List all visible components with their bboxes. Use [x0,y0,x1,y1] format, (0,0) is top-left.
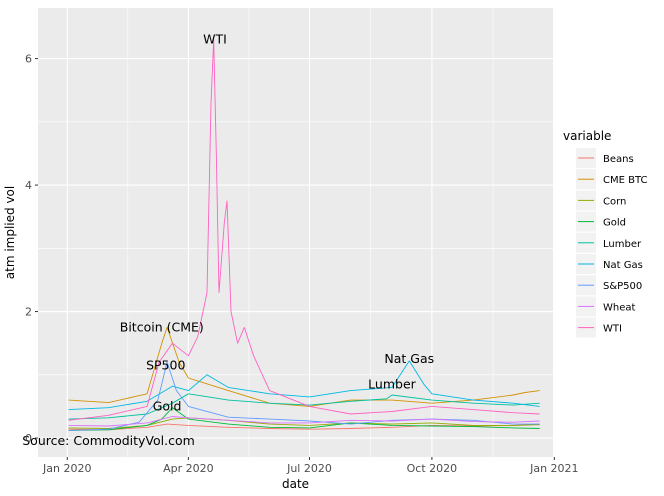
y-tick-label: 2 [25,306,32,319]
annotation-label: Gold [153,398,182,413]
series-line-corn [68,417,540,429]
legend: variable Beans CME BTC Corn Gold Lumber Nat G… [563,129,647,338]
legend-label: Beans [603,154,634,165]
series-line-gold [68,407,540,431]
x-tick-label: Apr 2020 [163,462,214,475]
x-tick-label: Jan 2021 [529,462,578,475]
annotation-label: Lumber [368,376,416,391]
annotations: WTI Bitcoin (CME) SP500 Gold Nat Gas Lumber So… [22,32,434,449]
y-tick-label: 6 [25,53,32,66]
legend-label: Lumber [603,239,642,250]
gridlines [38,8,555,457]
series-lines [68,39,540,431]
legend-label: S&P500 [603,281,642,292]
legend-label: Nat Gas [603,260,643,271]
annotation-label: Source: CommodityVol.com [22,433,195,448]
annotation-label: Nat Gas [384,351,434,366]
legend-title: variable [563,129,611,143]
y-tick-label: 4 [25,179,32,192]
plot-panel [38,8,553,457]
legend-label: WTI [603,324,622,335]
legend-label: Wheat [603,302,636,313]
series-line-s-p500 [68,361,540,431]
series-line-wheat [68,416,540,427]
axes: 0 2 4 6 Jan 2020 Apr 2020 Jul 2020 Oct 2020 Jan … [25,53,579,475]
legend-label: Corn [603,196,626,207]
annotation-label: SP500 [146,357,185,372]
series-line-nat-gas [68,360,540,411]
x-axis-title: date [282,477,309,491]
legend-label: CME BTC [603,175,647,186]
x-tick-label: Oct 2020 [407,462,458,475]
x-tick-label: Jan 2020 [42,462,91,475]
series-line-beans [68,423,540,431]
annotation-label: WTI [203,32,227,47]
annotation-label: Bitcoin (CME) [120,319,204,334]
y-tick-label: 0 [25,432,32,445]
series-line-wti [68,39,540,421]
y-axis-title: atm implied vol [3,186,17,279]
legend-label: Gold [603,218,626,229]
series-line-lumber [68,393,540,420]
x-tick-label: Jul 2020 [286,462,332,475]
